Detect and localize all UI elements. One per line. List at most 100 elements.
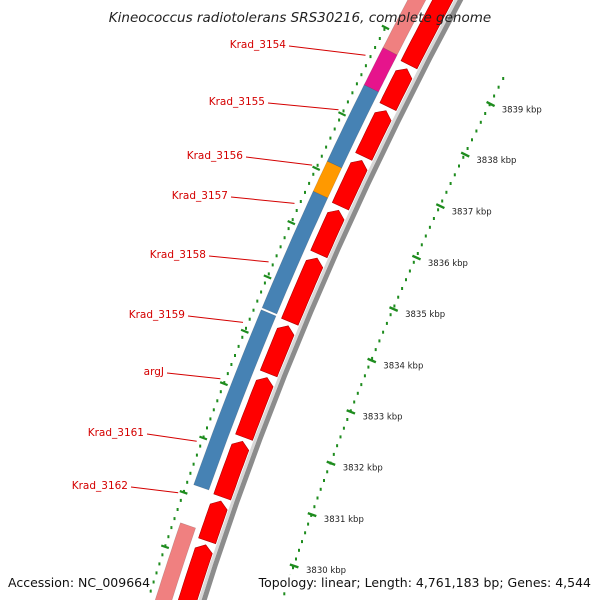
inner-ruler-dot [364, 64, 367, 68]
outer-ruler-dot [479, 120, 482, 124]
ruler-tick-label: 3831 kbp [324, 515, 364, 525]
ruler-tick-label: 3834 kbp [383, 361, 423, 371]
outer-ruler-dot [432, 217, 435, 220]
genome-summary-text: Topology: linear; Length: 4,761,183 bp; … [258, 575, 591, 590]
forward-gene-arrow [235, 377, 274, 441]
outer-ruler-dot [453, 173, 456, 177]
outer-ruler-dot [382, 330, 385, 334]
inner-ruler-dot [378, 37, 381, 40]
inner-ruler-dot [189, 471, 192, 475]
outer-ruler-dot [371, 356, 374, 360]
inner-ruler-dot [245, 326, 247, 330]
outer-ruler-dot [437, 208, 440, 212]
outer-ruler-dot [356, 391, 359, 395]
outer-ruler-dot [408, 269, 411, 273]
forward-gene-arrow [310, 209, 345, 259]
inner-ruler-tick [179, 490, 188, 495]
forward-gene-arrow [355, 110, 392, 161]
reverse-gene-block [261, 190, 329, 315]
gene-label: Krad_3159 [129, 309, 185, 321]
ruler-tick-label: 3836 kbp [428, 259, 468, 269]
inner-ruler-dot [383, 27, 386, 31]
outer-ruler-dot [374, 348, 377, 352]
inner-ruler-dot [209, 417, 212, 421]
inner-ruler-dot [195, 453, 198, 457]
inner-ruler-dot [333, 127, 336, 131]
forward-gene-arrow [379, 68, 413, 111]
inner-ruler-dot [304, 190, 306, 194]
track-backbone [201, 0, 464, 600]
outer-ruler-dot [389, 313, 392, 317]
outer-ruler-dot [416, 252, 419, 255]
outer-ruler-tick [367, 357, 377, 364]
inner-ruler-dot [192, 462, 195, 466]
inner-ruler-dot [152, 580, 155, 584]
outer-ruler-dot [502, 77, 505, 80]
inner-ruler-dot [155, 571, 158, 575]
ruler-tick-label: 3830 kbp [306, 566, 346, 576]
ruler-tick-label: 3832 kbp [343, 464, 383, 474]
outer-ruler-dot [412, 260, 415, 264]
outer-ruler-dot [336, 444, 339, 448]
outer-ruler-tick [326, 460, 336, 466]
inner-ruler-dot [271, 263, 274, 267]
outer-ruler-dot [298, 548, 300, 552]
outer-ruler-dot [401, 287, 404, 290]
inner-ruler-dot [223, 381, 226, 385]
inner-ruler-dot [158, 562, 161, 566]
outer-ruler-dot [283, 592, 286, 596]
outer-ruler-dot [497, 85, 500, 89]
gene-label: Krad_3157 [172, 190, 228, 202]
inner-ruler-dot [342, 109, 345, 113]
outer-ruler-dot [295, 557, 297, 561]
inner-ruler-dot [252, 308, 255, 312]
forward-gene-arrow [281, 257, 324, 326]
gene-label: Krad_3156 [187, 150, 244, 162]
forward-gene-arrow [259, 325, 295, 378]
gene-label-leader [187, 315, 244, 323]
inner-ruler-dot [173, 517, 176, 521]
inner-ruler-dot [299, 200, 302, 203]
gene-label-leader [245, 156, 313, 166]
inner-ruler-dot [308, 181, 311, 185]
inner-ruler-dot [241, 335, 244, 339]
gene-label-leader [208, 255, 269, 263]
outer-ruler-tick [388, 306, 399, 312]
gene-label: Krad_3162 [72, 480, 128, 492]
reverse-strand-track [154, 0, 427, 600]
outer-ruler-dot [332, 452, 335, 456]
gene-label-leader [146, 433, 197, 442]
outer-ruler-dot [326, 470, 329, 474]
outer-ruler-dot [367, 365, 370, 369]
outer-ruler-dot [405, 278, 407, 282]
inner-ruler-dot [295, 209, 298, 212]
gene-label-layer: Krad_3154 Krad_3155 Krad_3156 Krad_3157 Krad… [72, 39, 366, 494]
accession-text: Accession: NC_009664 [8, 575, 151, 590]
inner-ruler-dot [320, 154, 323, 158]
inner-ruler-dot [312, 172, 315, 176]
inner-ruler-tick [240, 328, 249, 334]
outer-ruler-dot [493, 94, 496, 98]
ruler-tick-label: 3837 kbp [452, 208, 492, 218]
inner-ruler-tick [199, 435, 208, 441]
ruler-tick-label: 3839 kbp [502, 106, 542, 116]
inner-ruler-dot [219, 390, 222, 394]
gene-label: Krad_3161 [88, 427, 144, 439]
inner-ruler-dot [360, 73, 363, 77]
inner-ruler-dot [267, 272, 270, 276]
inner-ruler-dot [374, 46, 377, 49]
track-backbone-highlight [198, 0, 458, 600]
inner-ruler-dot [206, 426, 208, 430]
outer-ruler-dot [342, 426, 345, 430]
inner-ruler-dot [351, 91, 354, 95]
outer-ruler-dot [458, 164, 460, 168]
outer-ruler-dot [301, 540, 303, 544]
outer-ruler-dot [363, 374, 366, 378]
inner-ruler-dot [199, 444, 202, 448]
outer-ruler-dot [307, 522, 310, 526]
inner-ruler-dot [283, 236, 286, 240]
outer-ruler-dot [397, 295, 400, 299]
inner-ruler-dot [291, 218, 294, 222]
outer-ruler-dot [462, 155, 465, 159]
